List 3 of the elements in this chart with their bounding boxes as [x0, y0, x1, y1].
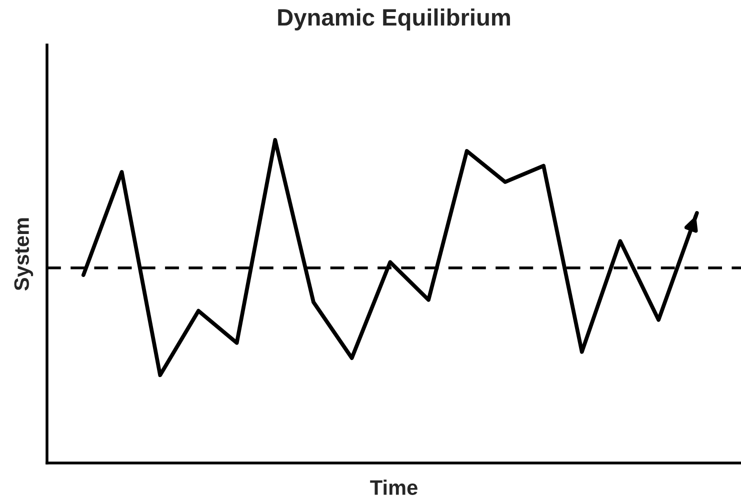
y-axis-title: System — [14, 218, 34, 290]
chart-title: Dynamic Equilibrium — [278, 8, 510, 30]
x-axis-title: Time — [370, 480, 418, 495]
